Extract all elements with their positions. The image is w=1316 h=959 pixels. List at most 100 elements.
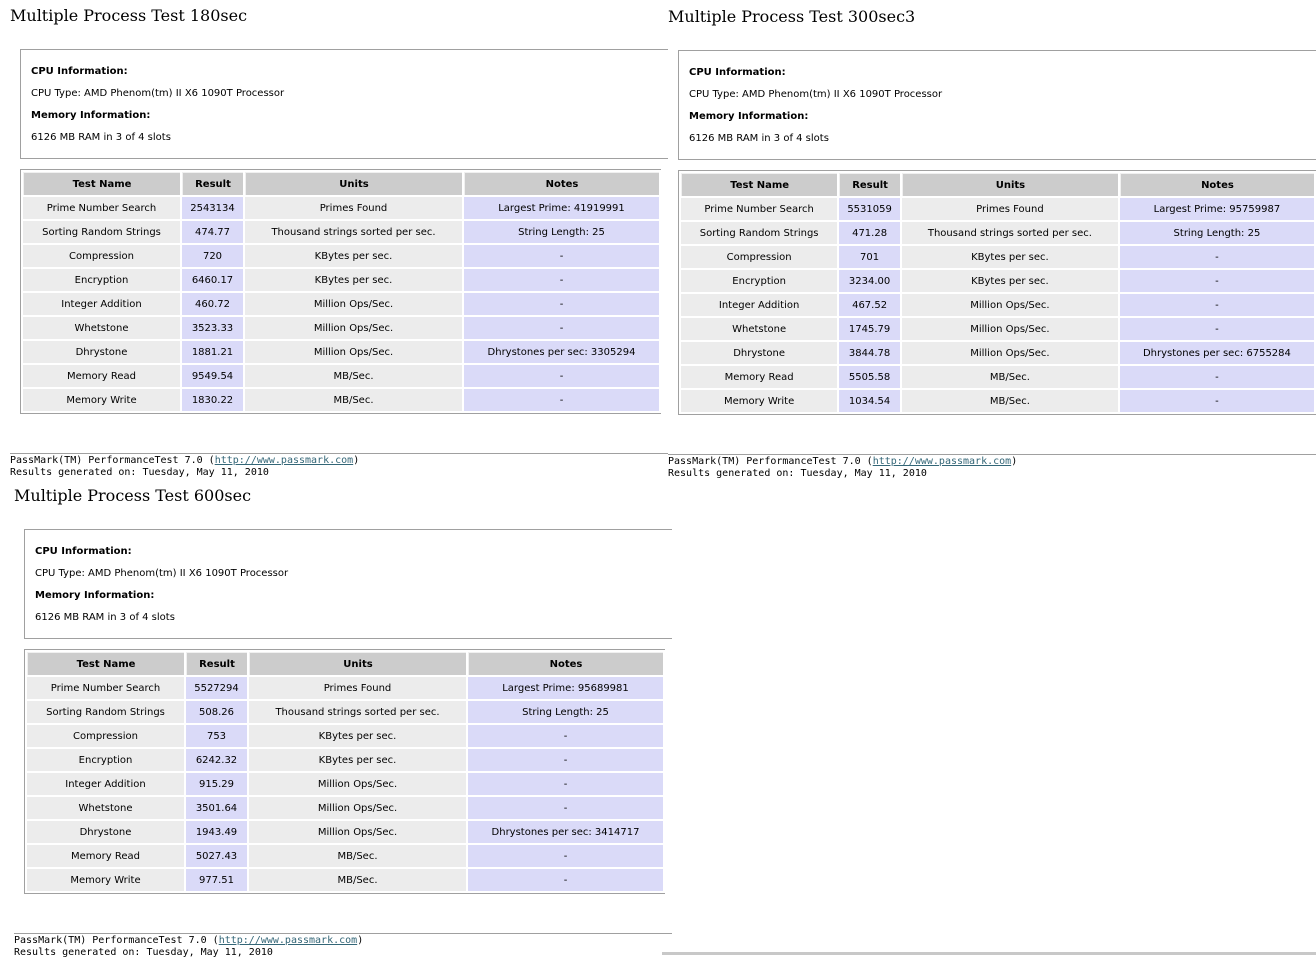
units-cell: MB/Sec. [249,869,466,891]
footer-divider [10,453,668,454]
result-cell: 3844.78 [839,342,900,364]
memory-value-text: 6126 MB RAM in 3 of 4 slots [35,612,175,623]
notes-cell: - [464,317,659,339]
table-row: Dhrystone 3844.78 Million Ops/Sec. Dhryston… [681,342,1314,364]
notes-cell: Dhrystones per sec: 3305294 [464,341,659,363]
notes-cell: Largest Prime: 41919991 [464,197,659,219]
table-header-row: Test Name Result Units Notes [27,652,663,675]
column-header: Units [901,173,1118,196]
test-name-cell: Compression [27,725,184,747]
notes-cell: - [464,245,659,267]
test-name-cell: Memory Read [681,366,838,388]
memory-value-text: 6126 MB RAM in 3 of 4 slots [31,132,171,143]
table-row: Memory Write 977.51 MB/Sec. - [27,869,663,891]
test-name-cell: Compression [681,246,838,268]
table-header-row: Test Name Result Units Notes [23,172,659,195]
units-cell: KBytes per sec. [249,749,466,771]
passmark-link[interactable]: http://www.passmark.com [218,935,358,946]
result-cell: 1034.54 [839,390,900,412]
passmark-link[interactable]: http://www.passmark.com [214,455,354,466]
units-cell: Million Ops/Sec. [245,293,462,315]
units-cell: MB/Sec. [901,390,1118,412]
column-header: Test Name [681,173,838,196]
units-cell: MB/Sec. [245,389,462,411]
units-cell: KBytes per sec. [245,269,462,291]
test-name-cell: Encryption [681,270,838,292]
test-name-cell: Encryption [27,749,184,771]
column-header: Result [839,173,900,196]
notes-cell: - [1119,318,1314,340]
footer-divider [668,454,1316,455]
units-cell: Primes Found [901,198,1118,220]
footer-credit-suffix: ) [1011,456,1018,467]
table-row: Sorting Random Strings 471.28 Thousand str… [681,222,1314,244]
result-cell: 701 [839,246,900,268]
units-cell: Primes Found [249,677,466,699]
test-name-cell: Sorting Random Strings [23,221,180,243]
system-info-box: CPU Information: CPU Type: AMD Phenom(tm)… [20,49,668,159]
table-row: Sorting Random Strings 508.26 Thousand str… [27,701,663,723]
test-name-cell: Compression [23,245,180,267]
test-name-cell: Integer Addition [681,294,838,316]
test-name-cell: Whetstone [681,318,838,340]
notes-cell: - [464,389,659,411]
test-name-cell: Sorting Random Strings [681,222,838,244]
units-cell: Million Ops/Sec. [249,797,466,819]
test-name-cell: Memory Read [27,845,184,867]
table-row: Whetstone 3523.33 Million Ops/Sec. - [23,317,659,339]
result-cell: 753 [186,725,247,747]
notes-cell: String Length: 25 [1119,222,1314,244]
notes-cell: - [464,365,659,387]
result-cell: 720 [182,245,243,267]
units-cell: KBytes per sec. [249,725,466,747]
result-cell: 5027.43 [186,845,247,867]
column-header: Test Name [27,652,184,675]
memory-value-text: 6126 MB RAM in 3 of 4 slots [689,133,829,144]
results-table: Test Name Result Units Notes Prime Number Se… [24,649,665,894]
table-row: Prime Number Search 2543134 Primes Found La… [23,197,659,219]
passmark-link[interactable]: http://www.passmark.com [872,456,1012,467]
test-name-cell: Memory Write [681,390,838,412]
table-row: Compression 720 KBytes per sec. - [23,245,659,267]
test-name-cell: Prime Number Search [681,198,838,220]
result-cell: 471.28 [839,222,900,244]
units-cell: Million Ops/Sec. [245,317,462,339]
result-cell: 6460.17 [182,269,243,291]
column-header: Notes [468,652,663,675]
units-cell: Million Ops/Sec. [901,342,1118,364]
memory-info-heading: Memory Information: [689,111,809,122]
cpu-info-heading: CPU Information: [31,66,128,77]
table-row: Compression 753 KBytes per sec. - [27,725,663,747]
results-table: Test Name Result Units Notes Prime Number Se… [678,170,1316,415]
notes-cell: - [468,797,663,819]
units-cell: KBytes per sec. [245,245,462,267]
notes-cell: - [468,749,663,771]
result-cell: 3234.00 [839,270,900,292]
test-name-cell: Memory Read [23,365,180,387]
system-info-box: CPU Information: CPU Type: AMD Phenom(tm)… [24,529,672,639]
notes-cell: Dhrystones per sec: 3414717 [468,821,663,843]
footer-credit-line: PassMark(TM) PerformanceTest 7.0 (http:/… [14,935,363,947]
notes-cell: - [464,293,659,315]
result-cell: 2543134 [182,197,243,219]
table-row: Encryption 6460.17 KBytes per sec. - [23,269,659,291]
column-header: Units [249,652,466,675]
notes-cell: Dhrystones per sec: 6755284 [1119,342,1314,364]
notes-cell: - [1119,390,1314,412]
test-name-cell: Whetstone [23,317,180,339]
test-name-cell: Whetstone [27,797,184,819]
column-header: Test Name [23,172,180,195]
report-footer: PassMark(TM) PerformanceTest 7.0 (http:/… [10,455,359,479]
notes-cell: - [468,725,663,747]
units-cell: Thousand strings sorted per sec. [249,701,466,723]
result-cell: 1830.22 [182,389,243,411]
column-header: Result [186,652,247,675]
result-cell: 474.77 [182,221,243,243]
result-cell: 1881.21 [182,341,243,363]
units-cell: Million Ops/Sec. [901,294,1118,316]
notes-cell: - [1119,270,1314,292]
test-name-cell: Memory Write [27,869,184,891]
results-table: Test Name Result Units Notes Prime Number Se… [20,169,661,414]
table-row: Memory Read 9549.54 MB/Sec. - [23,365,659,387]
table-row: Encryption 6242.32 KBytes per sec. - [27,749,663,771]
